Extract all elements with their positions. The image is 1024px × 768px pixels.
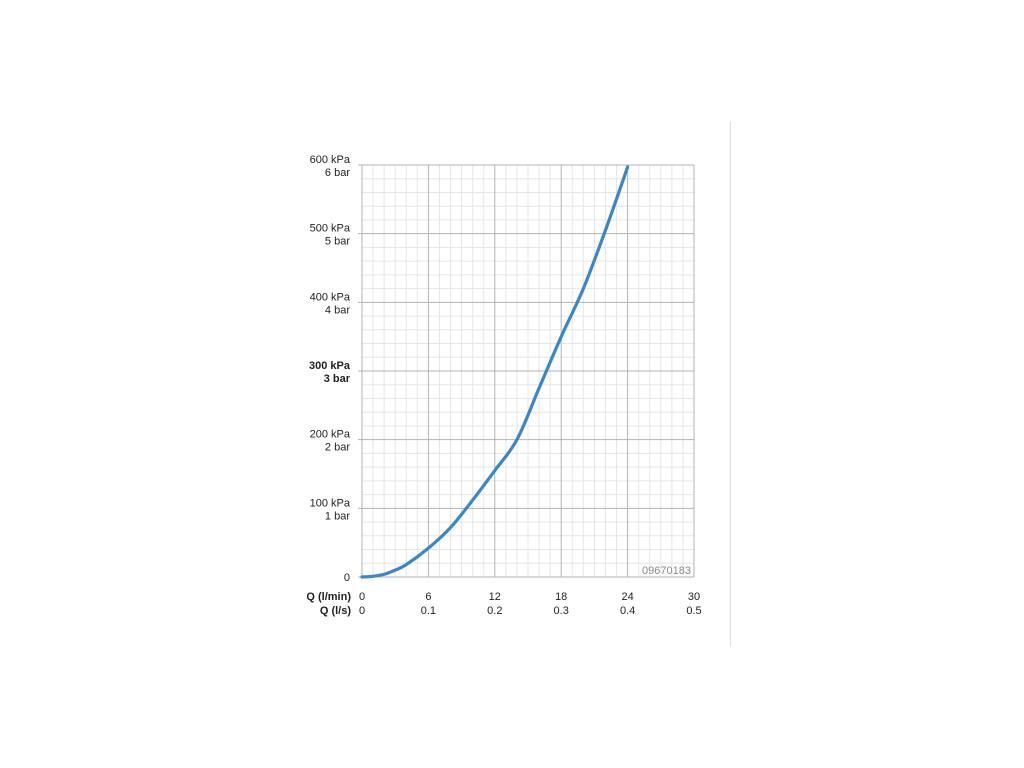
x-tick-label: 0.5 <box>686 605 701 617</box>
y-tick-label-bar: 4 bar <box>325 304 350 316</box>
y-tick-label-kpa: 400 kPa <box>310 291 351 303</box>
x-tick-label: 0.3 <box>554 605 569 617</box>
y-tick-label-bar: 5 bar <box>325 236 350 248</box>
y-tick-label-kpa: 200 kPa <box>310 429 351 441</box>
x-tick-label: 6 <box>425 591 431 603</box>
y-tick-label-bar: 6 bar <box>325 167 350 179</box>
page-divider <box>730 122 731 647</box>
major-grid <box>358 164 695 578</box>
x-tick-label: 0 <box>359 605 365 617</box>
y-tick-label-kpa: 0 <box>344 572 350 584</box>
x-tick-label: 12 <box>489 591 501 603</box>
x-axis-row-label: Q (l/s) <box>320 605 352 617</box>
y-tick-label-bar: 1 bar <box>325 510 350 522</box>
x-tick-label: 24 <box>621 591 633 603</box>
pressure-curve-line <box>360 165 630 579</box>
x-tick-label: 0.4 <box>620 605 635 617</box>
y-tick-label-bar: 2 bar <box>325 442 350 454</box>
y-tick-label-kpa: 600 kPa <box>310 154 351 166</box>
x-tick-label: 30 <box>688 591 700 603</box>
curve-layer <box>360 165 630 579</box>
x-axis-labels: Q (l/min) 0 6 12 18 24 30 Q (l/s) 0 0.1 0.2 0.3 0.4 0… <box>306 591 701 617</box>
diagram-code: 09670183 <box>642 565 691 577</box>
x-axis-row-label: Q (l/min) <box>306 591 351 603</box>
x-tick-label: 0.2 <box>487 605 502 617</box>
x-tick-label: 0.1 <box>421 605 436 617</box>
y-tick-label-bar: 3 bar <box>324 373 351 385</box>
y-tick-label-kpa: 500 kPa <box>310 223 351 235</box>
y-tick-label-kpa: 300 kPa <box>309 360 351 372</box>
x-tick-label: 0 <box>359 591 365 603</box>
x-tick-label: 18 <box>555 591 567 603</box>
y-tick-label-kpa: 100 kPa <box>310 497 351 509</box>
